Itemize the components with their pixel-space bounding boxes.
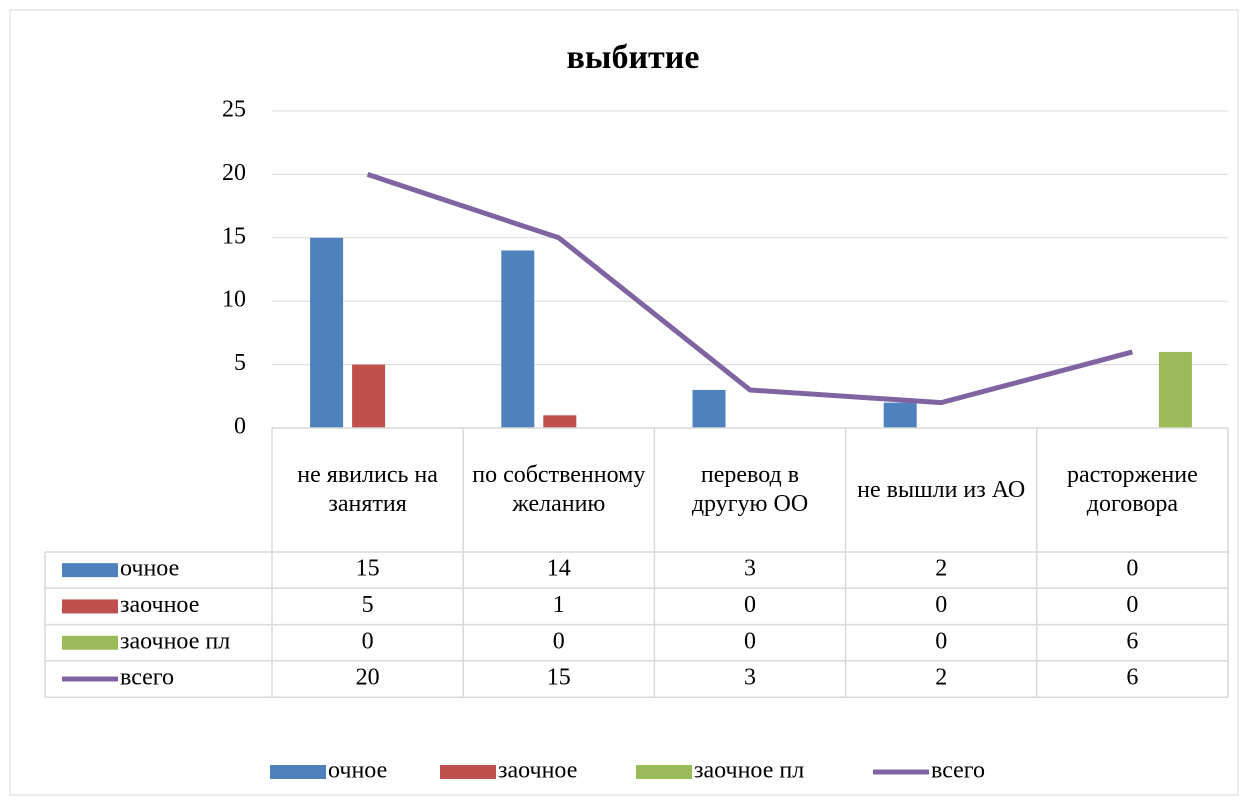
- table-cell: 1: [553, 592, 565, 618]
- table-cell: 0: [744, 592, 756, 618]
- table-cell: 0: [362, 628, 374, 654]
- bar: [1158, 351, 1192, 428]
- table-cell: 6: [1126, 628, 1138, 654]
- x-tick-label: по собственному желанию: [472, 462, 646, 517]
- table-cell: 6: [1126, 665, 1138, 691]
- table-cell: 5: [362, 592, 374, 618]
- table-cell: 15: [356, 556, 380, 582]
- bar: [310, 237, 344, 428]
- legend-label: заочное пл: [694, 758, 804, 784]
- table-cell: 0: [935, 592, 947, 618]
- table-cell: 15: [547, 665, 571, 691]
- bar: [883, 402, 917, 428]
- legend-label: очное: [328, 758, 387, 784]
- x-tick-label: не явились на занятия: [297, 462, 438, 517]
- legend-key: [270, 765, 326, 779]
- legend-label: заочное: [498, 758, 577, 784]
- table-series-name: очное: [120, 556, 179, 582]
- y-tick-label: 5: [234, 350, 246, 376]
- table-series-name: всего: [120, 665, 174, 691]
- y-tick-label: 15: [222, 223, 246, 249]
- table-cell: 3: [744, 556, 756, 582]
- x-tick-label: не вышли из АО: [857, 476, 1026, 503]
- legend-label: всего: [931, 758, 985, 784]
- y-tick-label: 25: [222, 97, 246, 123]
- table-legend-key: [62, 599, 118, 614]
- table-cell: 0: [744, 628, 756, 654]
- table-cell: 0: [935, 628, 947, 654]
- legend-key: [636, 765, 692, 779]
- y-tick-label: 20: [222, 160, 246, 186]
- table-series-name: заочное: [120, 592, 199, 618]
- chart-title: выбитие: [567, 39, 700, 76]
- table-legend-key: [62, 635, 118, 650]
- y-tick-label: 10: [222, 287, 246, 313]
- table-cell: 0: [1126, 556, 1138, 582]
- x-tick-label: перевод в другую ОО: [691, 462, 809, 517]
- line-series: [366, 172, 1134, 406]
- bar: [692, 389, 726, 428]
- x-tick-label: расторжение договора: [1067, 462, 1198, 517]
- table-cell: 2: [935, 556, 947, 582]
- table-cell: 0: [1126, 592, 1138, 618]
- chart-border: [9, 9, 1239, 796]
- bar: [543, 415, 577, 428]
- table-legend-key: [62, 563, 118, 578]
- table-cell: 3: [744, 665, 756, 691]
- table-cell: 14: [547, 556, 571, 582]
- table-series-name: заочное пл: [120, 628, 230, 654]
- bar: [352, 364, 386, 428]
- table-cell: 20: [356, 665, 380, 691]
- legend-key: [440, 765, 496, 779]
- table-cell: 2: [935, 665, 947, 691]
- table-cell: 0: [553, 628, 565, 654]
- y-tick-label: 0: [234, 414, 246, 440]
- bar: [501, 250, 535, 428]
